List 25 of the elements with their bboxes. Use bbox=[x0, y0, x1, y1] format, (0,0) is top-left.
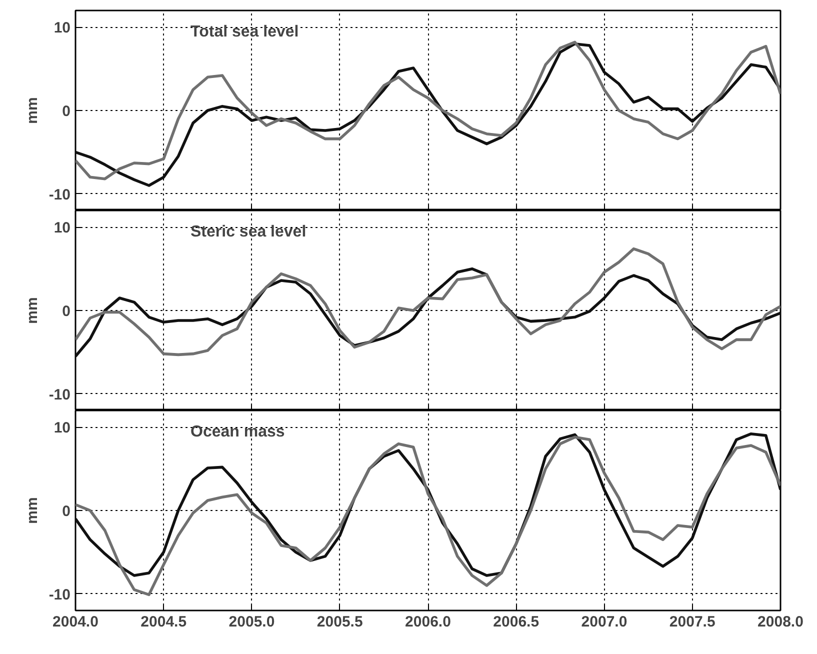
x-tick-label: 2008.0 bbox=[758, 614, 804, 630]
y-axis-title: mm bbox=[24, 297, 41, 324]
y-tick-label: -10 bbox=[48, 386, 71, 404]
y-axis-title: mm bbox=[24, 497, 41, 524]
x-tick-label: 2005.5 bbox=[316, 614, 363, 630]
y-tick-label: 10 bbox=[54, 420, 71, 437]
y-tick-label: 0 bbox=[62, 303, 70, 320]
x-tick-label: 2005.0 bbox=[228, 614, 275, 630]
x-tick-label: 2006.0 bbox=[405, 614, 451, 630]
line-series bbox=[76, 247, 780, 356]
y-tick-label: 0 bbox=[62, 503, 70, 520]
y-axis-title: mm bbox=[24, 97, 41, 124]
y-tick-label: 0 bbox=[62, 103, 70, 120]
y-tick-label: 10 bbox=[54, 220, 71, 237]
y-tick-label: -10 bbox=[48, 586, 71, 604]
x-tick-label: 2007.0 bbox=[581, 614, 628, 630]
text: Steric sea level bbox=[190, 224, 306, 240]
x-tick-label: 2004.5 bbox=[140, 614, 187, 630]
y-tick-label: 10 bbox=[54, 20, 71, 37]
x-tick-label: 2007.5 bbox=[669, 614, 716, 630]
y-tick-label: -10 bbox=[48, 186, 71, 204]
text: Ocean mass bbox=[190, 424, 285, 440]
x-tick-label: 2004.0 bbox=[52, 614, 98, 630]
x-tick-label: 2006.5 bbox=[493, 614, 540, 630]
text: Total sea level bbox=[190, 24, 299, 40]
